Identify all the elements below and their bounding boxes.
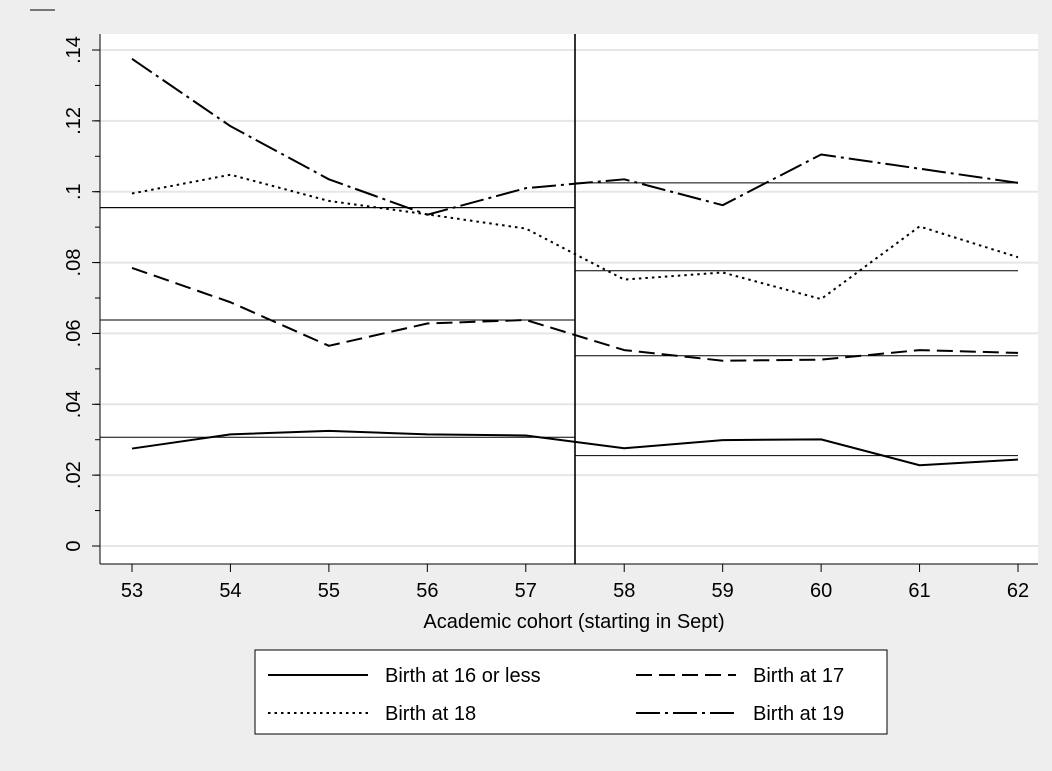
legend-label-birth-16-or-less: Birth at 16 or less	[385, 665, 541, 687]
y-axis: 0 .02 .04 .06 .08 .1 .12 .14	[63, 34, 101, 564]
y-tick-label: .14	[63, 36, 85, 64]
x-axis-title: Academic cohort (starting in Sept)	[423, 611, 724, 633]
x-tick-label: 56	[416, 580, 438, 602]
x-tick-label: 57	[515, 580, 537, 602]
y-tick-label: .08	[63, 249, 85, 277]
plot-area	[100, 34, 1038, 564]
x-tick-label: 55	[318, 580, 340, 602]
x-tick-label: 59	[712, 580, 734, 602]
legend-label-birth-18: Birth at 18	[385, 703, 476, 725]
x-tick-label: 60	[810, 580, 832, 602]
y-tick-label: .06	[63, 320, 85, 348]
x-tick-label: 53	[121, 580, 143, 602]
x-axis: 53 54 55 56 57 58 59 60 61 62	[100, 563, 1038, 602]
y-tick-label: .02	[63, 461, 85, 489]
x-tick-label: 62	[1007, 580, 1029, 602]
y-tick-label: .04	[63, 390, 85, 418]
x-tick-label: 54	[219, 580, 241, 602]
fit-lines	[100, 182, 1018, 457]
legend-box	[254, 649, 888, 735]
y-tick-label: 0	[63, 540, 85, 551]
grid-lines	[101, 49, 1038, 547]
legend: Birth at 16 or less Birth at 17 Birth at…	[254, 649, 888, 735]
y-tick-label: .12	[63, 107, 85, 135]
y-tick-label: .1	[63, 183, 85, 200]
x-tick-label: 58	[613, 580, 635, 602]
legend-label-birth-17: Birth at 17	[753, 665, 844, 687]
legend-label-birth-19: Birth at 19	[753, 703, 844, 725]
x-tick-label: 61	[908, 580, 930, 602]
